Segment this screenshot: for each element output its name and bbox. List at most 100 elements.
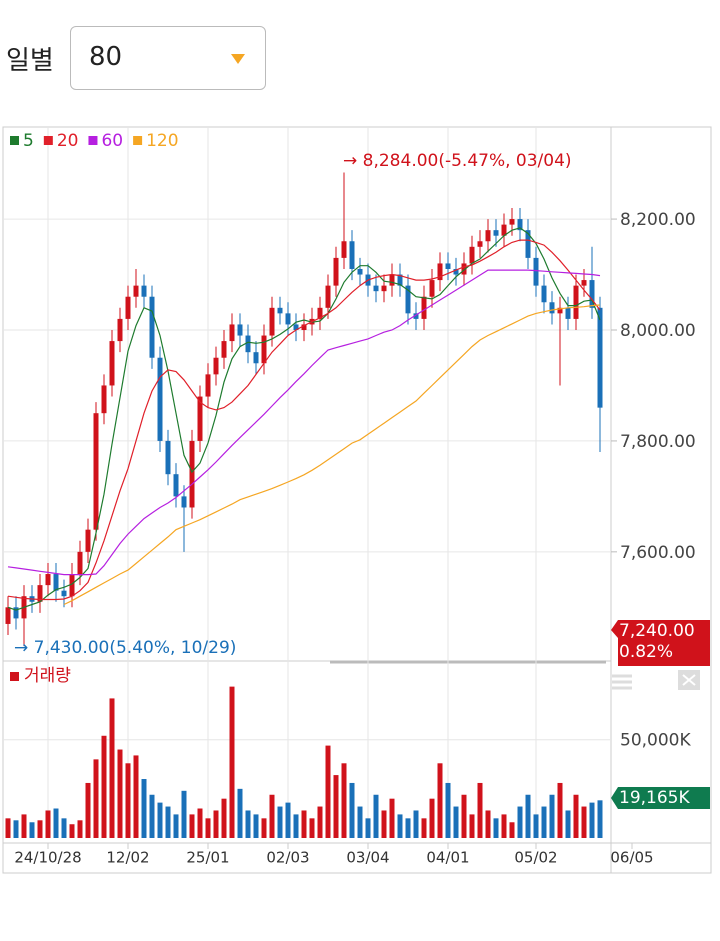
candle-body (261, 335, 267, 364)
volume-bar (437, 763, 443, 838)
volume-bar (165, 806, 171, 838)
volume-bar (317, 806, 323, 838)
volume-bar (405, 818, 411, 838)
volume-bar (269, 794, 275, 838)
volume-bar (149, 794, 155, 838)
candle-body (461, 263, 467, 275)
volume-bar (21, 814, 27, 838)
close-icon[interactable] (678, 670, 700, 690)
candle-body (117, 318, 123, 342)
candle-body (253, 352, 259, 364)
candle-body (53, 574, 59, 591)
candle-body (173, 474, 179, 497)
candle-body (429, 280, 435, 297)
volume-bar (181, 790, 187, 838)
candle-body (133, 285, 139, 297)
volume-bar (237, 788, 243, 838)
legend-label: 120 (146, 131, 178, 151)
price-tag (611, 620, 710, 666)
candles (5, 172, 603, 647)
volume-bar (101, 735, 107, 838)
period-select[interactable]: 80 (70, 26, 266, 90)
candle-body (317, 307, 323, 319)
candle-body (501, 224, 507, 236)
legend-swatch (88, 136, 98, 145)
volume-bar (325, 745, 331, 838)
candle-body (221, 341, 227, 358)
volume-bar (77, 820, 83, 838)
volume-bar (5, 818, 11, 838)
volume-bar (109, 698, 115, 838)
candle-body (525, 230, 531, 258)
last-change: 0.82% (619, 642, 673, 662)
volume-bar (397, 814, 403, 838)
volume-bar (261, 818, 267, 838)
candle-body (301, 324, 307, 330)
x-tick-label: 05/02 (514, 849, 557, 867)
legend-swatch (10, 672, 19, 681)
legend-swatch (10, 136, 19, 145)
candle-body (157, 357, 163, 441)
volume-bar (445, 782, 451, 838)
candle-body (357, 268, 363, 275)
candle-body (69, 574, 75, 597)
candle-body (533, 257, 539, 286)
volume-bar (549, 794, 555, 838)
volume-bar (85, 782, 91, 838)
volume-bar (597, 800, 603, 838)
legend-label: 5 (23, 131, 34, 151)
volume-bar (525, 794, 531, 838)
volume-bar (485, 810, 491, 838)
volume-bar (421, 818, 427, 838)
candle-body (93, 413, 99, 530)
volume-bar (133, 755, 139, 838)
candle-body (557, 307, 563, 314)
menu-icon[interactable] (612, 674, 632, 690)
y-tick-label: 8,000.00 (620, 321, 696, 341)
candle-body (341, 241, 347, 258)
y-tick-label: 7,600.00 (620, 543, 696, 563)
volume-bar (565, 810, 571, 838)
volume-bar (141, 779, 147, 838)
candle-body (477, 241, 483, 247)
candle-body (101, 385, 107, 414)
volume-bar (413, 810, 419, 838)
volume-bar (477, 782, 483, 838)
y-tick-label: 7,800.00 (620, 432, 696, 452)
candle-body (405, 285, 411, 314)
legend-label: 20 (57, 131, 79, 151)
candle-body (197, 396, 203, 441)
volume-bar (501, 814, 507, 838)
candle-body (565, 307, 571, 319)
volume-bar (357, 806, 363, 838)
volume-tag (611, 787, 710, 809)
candle-body (277, 307, 283, 314)
volume-bar (333, 775, 339, 838)
volume-label: 거래량 (24, 666, 71, 686)
candle-body (421, 296, 427, 319)
candle-body (541, 285, 547, 303)
candle-body (333, 257, 339, 286)
x-tick-label: 06/05 (610, 849, 653, 867)
period-value: 80 (89, 42, 123, 72)
volume-bar (245, 810, 251, 838)
volume-bar (213, 810, 219, 838)
volume-bar (589, 802, 595, 838)
period-label: 일별 (6, 46, 54, 76)
candle-body (509, 219, 515, 225)
volume-bar (341, 763, 347, 838)
candle-body (373, 285, 379, 292)
legend-swatch (133, 136, 143, 145)
volume-bar (285, 802, 291, 838)
volume-bar (429, 798, 435, 838)
volume-bar (205, 818, 211, 838)
candle-body (141, 285, 147, 297)
candle-body (125, 296, 131, 319)
volume-bar (309, 818, 315, 838)
volume-bar (509, 822, 515, 838)
candle-body (245, 335, 251, 353)
ma-line (63, 304, 601, 606)
candle-body (485, 230, 491, 242)
candle-body (589, 280, 595, 308)
